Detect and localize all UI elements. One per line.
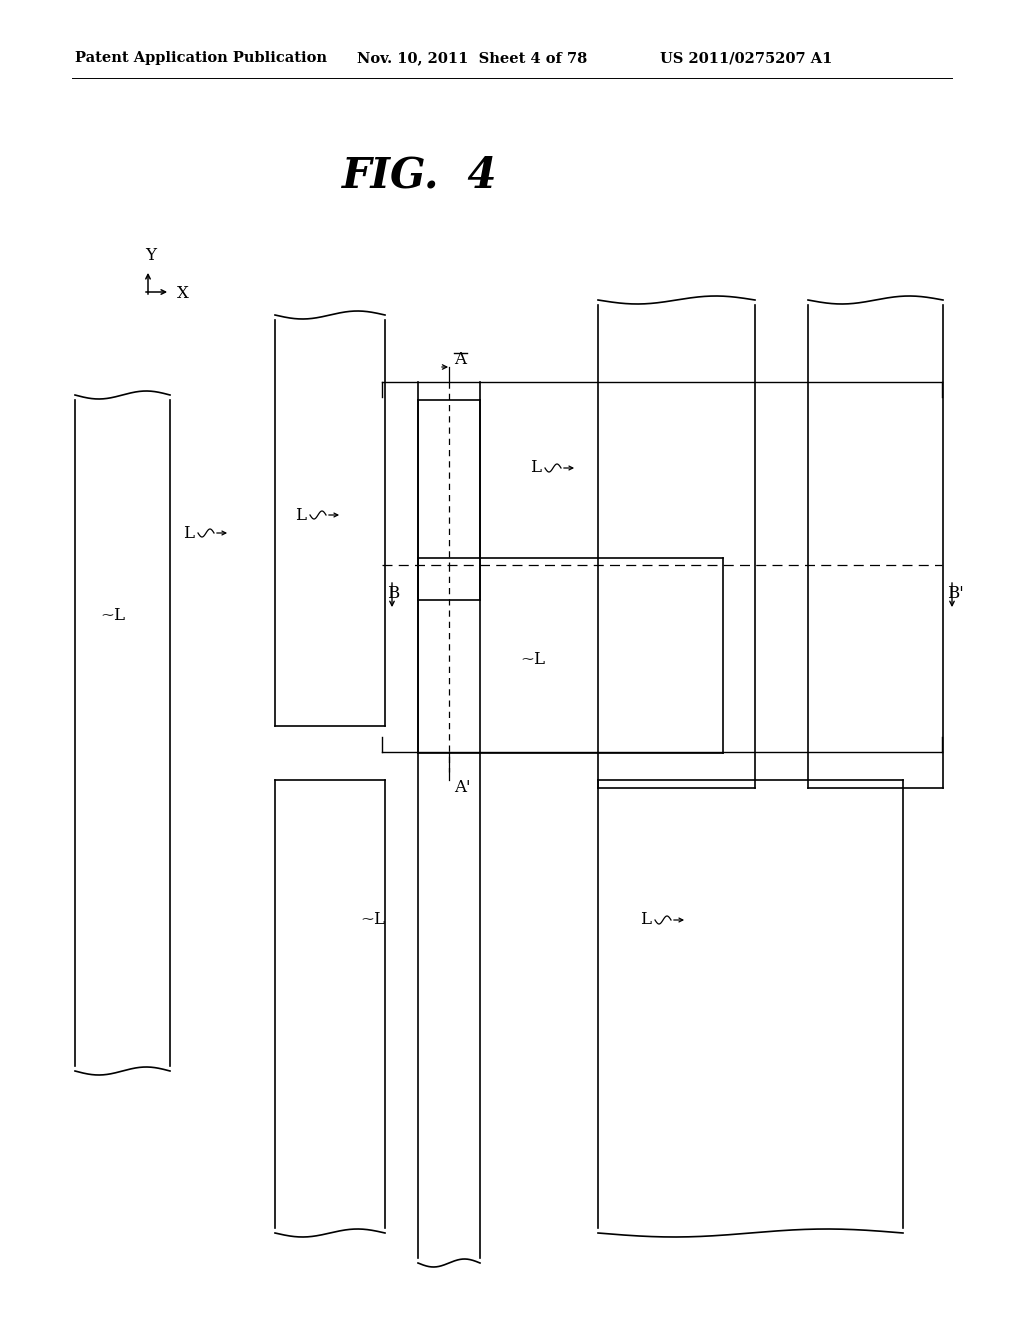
- Text: US 2011/0275207 A1: US 2011/0275207 A1: [660, 51, 833, 65]
- Text: X: X: [177, 285, 188, 301]
- Text: ~L: ~L: [520, 652, 545, 668]
- Text: ~L: ~L: [360, 912, 385, 928]
- Text: L: L: [530, 459, 541, 477]
- Text: Patent Application Publication: Patent Application Publication: [75, 51, 327, 65]
- Text: B': B': [947, 585, 964, 602]
- Text: L: L: [183, 524, 194, 541]
- Text: Nov. 10, 2011  Sheet 4 of 78: Nov. 10, 2011 Sheet 4 of 78: [357, 51, 587, 65]
- Text: A': A': [454, 779, 470, 796]
- Text: FIG.  4: FIG. 4: [342, 154, 498, 195]
- Text: ~L: ~L: [100, 606, 125, 623]
- Text: A: A: [454, 351, 466, 368]
- Text: B: B: [387, 585, 399, 602]
- Text: L: L: [295, 507, 306, 524]
- Text: Y: Y: [145, 247, 157, 264]
- Text: L: L: [640, 912, 651, 928]
